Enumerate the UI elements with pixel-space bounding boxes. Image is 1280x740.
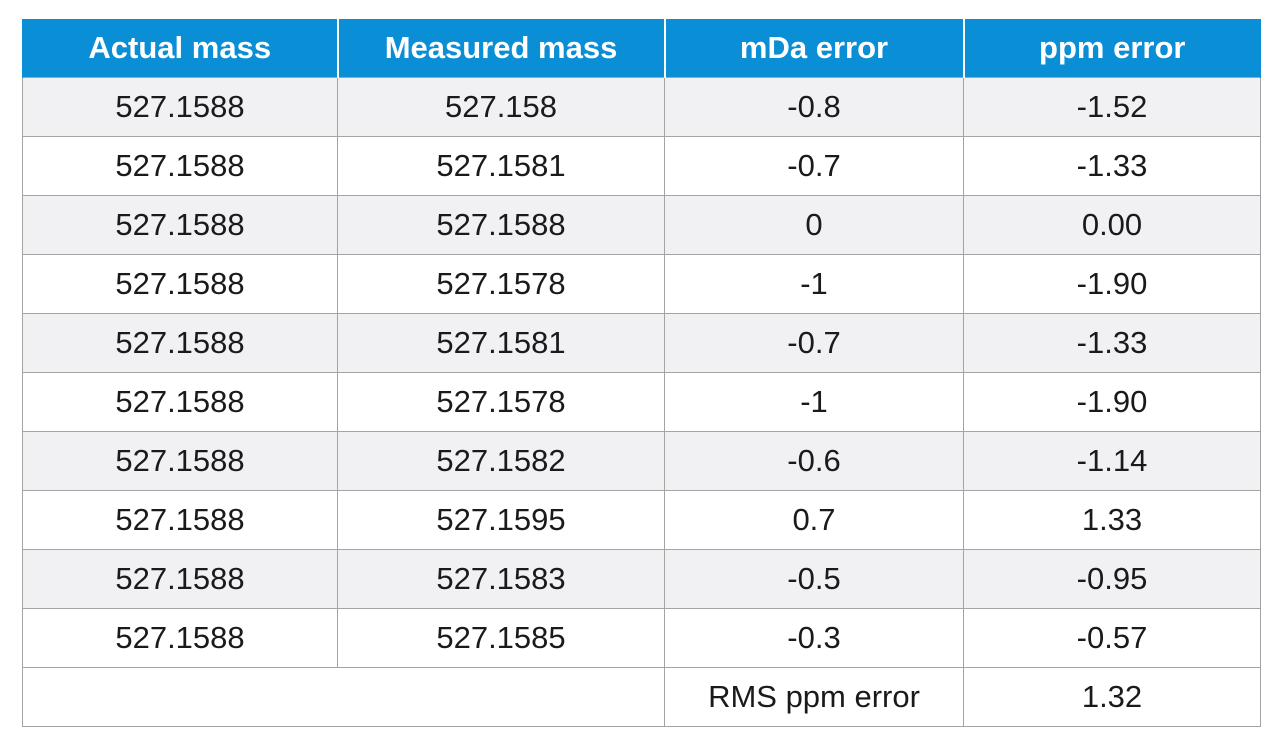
header-actual-mass: Actual mass	[22, 19, 339, 78]
cell-mda-error: -0.7	[664, 313, 964, 373]
cell-measured-mass: 527.1582	[337, 431, 665, 491]
cell-measured-mass: 527.1588	[337, 195, 665, 255]
cell-ppm-error: 0.00	[963, 195, 1261, 255]
table-row: 527.1588 527.1581 -0.7 -1.33	[22, 313, 1261, 373]
cell-ppm-error: -1.33	[963, 313, 1261, 373]
cell-measured-mass: 527.158	[337, 77, 665, 137]
cell-mda-error: -0.6	[664, 431, 964, 491]
mass-accuracy-table: Actual mass Measured mass mDa error ppm …	[22, 19, 1261, 727]
cell-mda-error: 0.7	[664, 490, 964, 550]
cell-mda-error: -1	[664, 372, 964, 432]
table-row: 527.1588 527.158 -0.8 -1.52	[22, 77, 1261, 137]
summary-row: RMS ppm error 1.32	[22, 667, 1261, 727]
table-row: 527.1588 527.1581 -0.7 -1.33	[22, 136, 1261, 196]
cell-ppm-error: -1.90	[963, 254, 1261, 314]
table-row: 527.1588 527.1585 -0.3 -0.57	[22, 608, 1261, 668]
cell-actual-mass: 527.1588	[22, 608, 338, 668]
cell-actual-mass: 527.1588	[22, 372, 338, 432]
cell-actual-mass: 527.1588	[22, 254, 338, 314]
cell-mda-error: -0.7	[664, 136, 964, 196]
table-row: 527.1588 527.1578 -1 -1.90	[22, 372, 1261, 432]
cell-measured-mass: 527.1578	[337, 254, 665, 314]
cell-actual-mass: 527.1588	[22, 313, 338, 373]
cell-measured-mass: 527.1578	[337, 372, 665, 432]
table-header: Actual mass Measured mass mDa error ppm …	[22, 19, 1261, 78]
cell-measured-mass: 527.1583	[337, 549, 665, 609]
cell-mda-error: -1	[664, 254, 964, 314]
cell-actual-mass: 527.1588	[22, 195, 338, 255]
cell-actual-mass: 527.1588	[22, 431, 338, 491]
header-ppm-error: ppm error	[962, 19, 1261, 78]
cell-mda-error: -0.5	[664, 549, 964, 609]
cell-actual-mass: 527.1588	[22, 77, 338, 137]
cell-measured-mass: 527.1595	[337, 490, 665, 550]
cell-mda-error: 0	[664, 195, 964, 255]
cell-ppm-error: -1.52	[963, 77, 1261, 137]
cell-mda-error: -0.3	[664, 608, 964, 668]
cell-ppm-error: -1.90	[963, 372, 1261, 432]
table-row: 527.1588 527.1582 -0.6 -1.14	[22, 431, 1261, 491]
summary-empty-cell	[22, 667, 665, 727]
rms-ppm-error-value: 1.32	[963, 667, 1261, 727]
header-row: Actual mass Measured mass mDa error ppm …	[22, 19, 1261, 78]
cell-mda-error: -0.8	[664, 77, 964, 137]
cell-actual-mass: 527.1588	[22, 136, 338, 196]
rms-ppm-error-label: RMS ppm error	[664, 667, 964, 727]
cell-ppm-error: -1.33	[963, 136, 1261, 196]
table-row: 527.1588 527.1578 -1 -1.90	[22, 254, 1261, 314]
mass-accuracy-table-container: Actual mass Measured mass mDa error ppm …	[22, 19, 1261, 727]
cell-measured-mass: 527.1581	[337, 136, 665, 196]
cell-ppm-error: -0.57	[963, 608, 1261, 668]
table-row: 527.1588 527.1583 -0.5 -0.95	[22, 549, 1261, 609]
cell-actual-mass: 527.1588	[22, 490, 338, 550]
cell-measured-mass: 527.1581	[337, 313, 665, 373]
cell-ppm-error: -1.14	[963, 431, 1261, 491]
table-body: 527.1588 527.158 -0.8 -1.52 527.1588 527…	[22, 77, 1261, 727]
table-row: 527.1588 527.1588 0 0.00	[22, 195, 1261, 255]
cell-measured-mass: 527.1585	[337, 608, 665, 668]
header-mda-error: mDa error	[663, 19, 965, 78]
cell-ppm-error: -0.95	[963, 549, 1261, 609]
cell-actual-mass: 527.1588	[22, 549, 338, 609]
cell-ppm-error: 1.33	[963, 490, 1261, 550]
table-row: 527.1588 527.1595 0.7 1.33	[22, 490, 1261, 550]
header-measured-mass: Measured mass	[336, 19, 666, 78]
